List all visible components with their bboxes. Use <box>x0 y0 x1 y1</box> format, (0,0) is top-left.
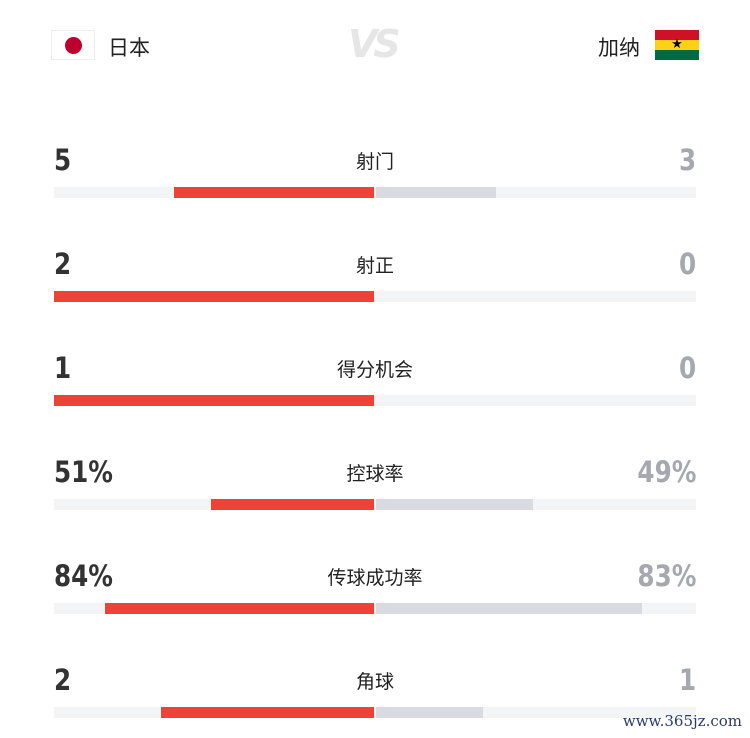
away-bar <box>376 499 533 510</box>
home-value: 5 <box>54 143 72 177</box>
away-value: 0 <box>678 247 696 281</box>
home-bar <box>174 187 374 198</box>
ghana-flag-icon: ★ <box>655 30 699 60</box>
stat-bar-track <box>54 499 696 510</box>
home-bar <box>160 707 374 718</box>
away-value: 49% <box>636 455 696 489</box>
japan-flag-icon <box>51 30 95 60</box>
home-team-name: 日本 <box>108 36 150 60</box>
away-value: 83% <box>636 559 696 593</box>
home-bar <box>54 291 374 302</box>
stat-row: 2 射正 0 <box>54 247 696 317</box>
stat-bar-track <box>54 707 696 718</box>
stat-row: 2 角球 1 <box>54 663 696 733</box>
home-bar <box>54 395 374 406</box>
watermark: www.365jz.com <box>622 712 742 730</box>
stat-label: 得分机会 <box>336 359 413 381</box>
stat-label: 控球率 <box>346 463 404 485</box>
stat-label: 射门 <box>355 151 394 173</box>
stat-bar-track <box>54 395 696 406</box>
stat-label: 角球 <box>355 671 394 693</box>
away-value: 0 <box>678 351 696 385</box>
away-bar <box>376 707 483 718</box>
stat-row: 84% 传球成功率 83% <box>54 559 696 629</box>
stat-row: 1 得分机会 0 <box>54 351 696 421</box>
stat-label: 射正 <box>355 255 394 277</box>
vs-logo: VS <box>348 22 401 66</box>
stat-row: 51% 控球率 49% <box>54 455 696 525</box>
away-team-name: 加纳 <box>598 36 640 60</box>
stat-row: 5 射门 3 <box>54 143 696 213</box>
home-value: 51% <box>54 455 114 489</box>
away-bar <box>376 603 642 614</box>
stat-bar-track <box>54 603 696 614</box>
home-value: 2 <box>54 663 72 697</box>
home-bar <box>210 499 374 510</box>
stat-bar-track <box>54 187 696 198</box>
home-value: 1 <box>54 351 72 385</box>
away-bar <box>376 187 496 198</box>
stat-label: 传球成功率 <box>327 567 423 589</box>
home-value: 2 <box>54 247 72 281</box>
away-value: 3 <box>678 143 696 177</box>
home-bar <box>105 603 374 614</box>
away-value: 1 <box>678 663 696 697</box>
stat-bar-track <box>54 291 696 302</box>
home-value: 84% <box>54 559 114 593</box>
